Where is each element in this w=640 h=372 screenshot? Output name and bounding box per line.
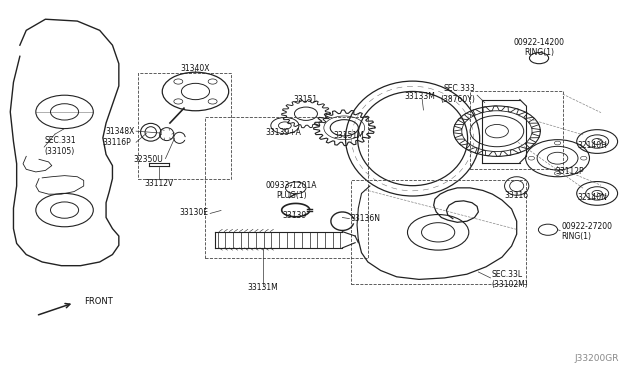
Bar xyxy=(351,180,526,284)
Text: 33130E: 33130E xyxy=(179,208,208,217)
Text: 33139+A: 33139+A xyxy=(266,128,301,137)
Text: 33112V: 33112V xyxy=(145,179,173,187)
Text: 31340X: 31340X xyxy=(180,64,210,73)
Text: 32140N: 32140N xyxy=(577,193,607,202)
Text: 33116P: 33116P xyxy=(103,138,132,147)
Text: 33112P: 33112P xyxy=(555,167,584,176)
Bar xyxy=(138,73,230,179)
Text: 32140H: 32140H xyxy=(577,141,607,151)
Text: 32350U: 32350U xyxy=(134,155,164,164)
Text: 00922-14200
RING(1): 00922-14200 RING(1) xyxy=(513,38,564,57)
Bar xyxy=(205,118,368,258)
Text: 33133M: 33133M xyxy=(405,92,436,101)
Text: 00922-27200
RING(1): 00922-27200 RING(1) xyxy=(561,221,612,241)
Text: J33200GR: J33200GR xyxy=(574,354,619,363)
Text: SEC.33L
(33102M): SEC.33L (33102M) xyxy=(491,270,528,289)
Text: 33136N: 33136N xyxy=(351,214,381,223)
Text: 31348X: 31348X xyxy=(106,126,135,136)
Text: 00933-1201A
PLUG(1): 00933-1201A PLUG(1) xyxy=(266,181,317,200)
Text: SEC.333
(38760Y): SEC.333 (38760Y) xyxy=(440,84,475,104)
Text: 33131M: 33131M xyxy=(247,283,278,292)
Text: FRONT: FRONT xyxy=(84,297,113,306)
Text: 33116: 33116 xyxy=(504,191,529,200)
Text: 33151: 33151 xyxy=(294,95,318,104)
Text: 33151M: 33151M xyxy=(333,131,364,140)
Text: SEC.331
(33105): SEC.331 (33105) xyxy=(44,136,76,155)
Text: 33139: 33139 xyxy=(282,211,307,220)
Bar xyxy=(470,92,563,169)
